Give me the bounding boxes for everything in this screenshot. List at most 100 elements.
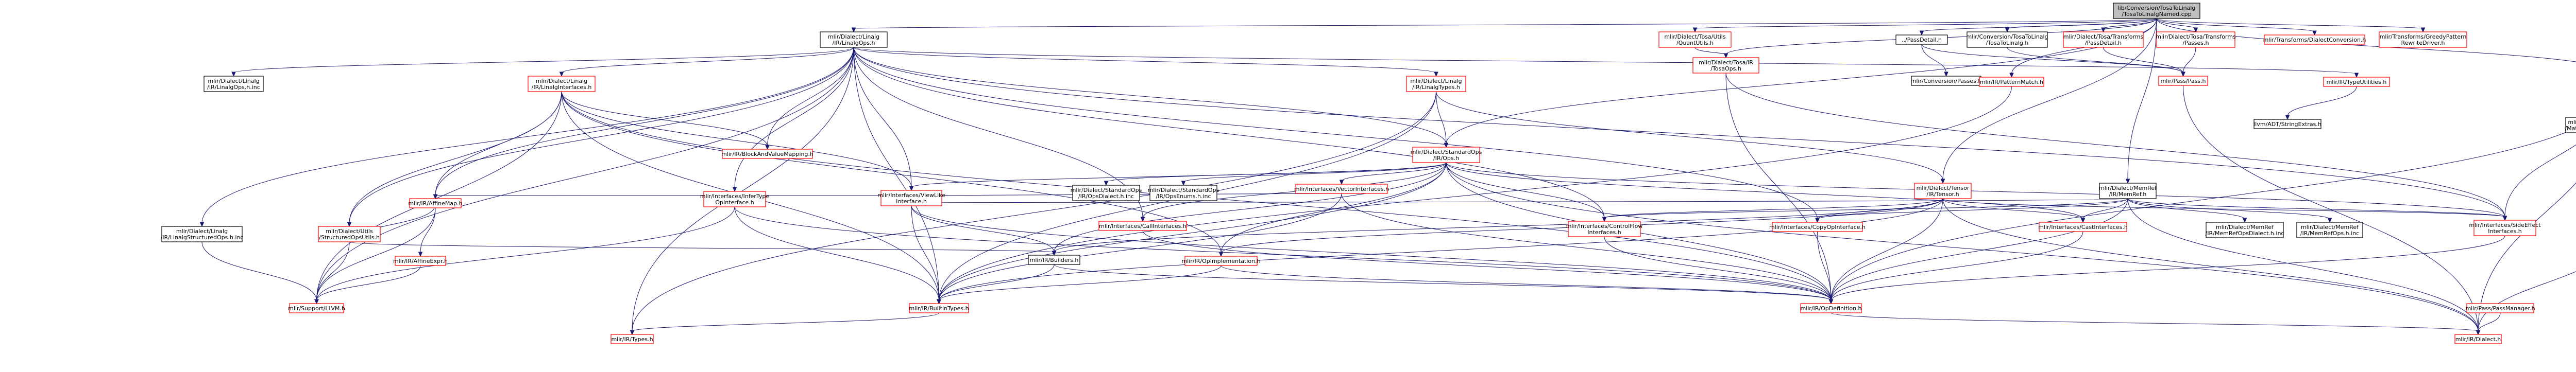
node-copyop[interactable]: mlir/Interfaces/CopyOpInterface.h [1769,222,1866,232]
edge-root-to-tosatrpassdetail [2101,18,2157,33]
node-memrefdialectinc[interactable]: mlir/Dialect/MemRef/IR/MemRefOpsDialect.… [2206,222,2284,238]
node-structutils[interactable]: mlir/Dialect/Utils/StructuredOpsUtils.h [318,226,381,242]
edge-linalgops-to-viewlike [853,47,914,191]
node-types[interactable]: mlir/IR/Types.h [611,334,654,344]
node-label: mlir/Dialect/Linalg [176,228,228,235]
node-affinemap[interactable]: mlir/IR/AffineMap.h [408,198,463,208]
node-greedy[interactable]: mlir/Transforms/GreedyPatternRewriteDriv… [2379,31,2467,48]
edge-builders-to-opdef [1054,264,1834,305]
node-label: mlir/IR/Types.h [611,336,653,343]
node-label: /IR/MemRefOpsDialect.h.inc [2206,230,2284,237]
edge-linalgops-to-stdops [853,47,1449,148]
node-label: mlir/Interfaces/VectorInterfaces.h [1294,186,1389,192]
edge-inferty-to-llvmsupport [314,206,735,305]
node-castif[interactable]: mlir/Interfaces/CastInterfaces.h [2038,222,2128,232]
node-builtintypes[interactable]: mlir/IR/BuiltinTypes.h [909,303,969,313]
edge-viewlike-to-builders [911,205,1057,256]
node-dialect[interactable]: mlir/IR/Dialect.h [2454,334,2502,344]
node-linalgtypes[interactable]: mlir/Dialect/Linalg/IR/LinalgTypes.h [1406,76,1466,92]
graph-nodes: lib/Conversion/TosaToLinalg/TosaToLinalg… [161,3,2576,344]
node-dialectconv[interactable]: mlir/Transforms/DialectConversion.h [2263,34,2366,45]
node-memrefh[interactable]: mlir/Dialect/MemRef/IR/MemRef.h [2099,183,2157,199]
edge-passdetail-to-passh [1921,44,2185,77]
edge-memrefh-to-castif [2080,198,2128,223]
node-label: mlir/Dialect/StandardOps [1071,187,1142,193]
node-affineexpr[interactable]: mlir/IR/AffineExpr.h [393,256,448,266]
edge-opdef-to-dialect [1831,312,2481,335]
node-label: mlir/Interfaces/CastInterfaces.h [2038,224,2128,231]
node-stdops[interactable]: mlir/Dialect/StandardOps/IR/Ops.h [1411,147,1482,163]
edge-sideeffect-to-opdef [1828,235,2505,305]
node-label: mlir/Interfaces/InferType [700,193,770,200]
node-label: /StructuredOpsUtils.h [319,234,380,241]
edge-stdops-to-ctrlflow [1446,162,1607,222]
node-passmanager[interactable]: mlir/Pass/PassManager.h [2465,303,2535,313]
node-stdopsdialect[interactable]: mlir/Dialect/StandardOps/IR/OpsDialect.h… [1071,185,1142,201]
edge-linalgiface-to-llvmsupport [314,91,562,305]
node-passdetail[interactable]: ../PassDetail.h [1895,34,1948,45]
node-patternmatch[interactable]: mlir/IR/PatternMatch.h [1979,77,2044,87]
node-label: /IR/OpsDialect.h.inc [1078,193,1134,200]
node-linalgiface[interactable]: mlir/Dialect/Linalg/IR/LinalgInterfaces.… [528,76,596,92]
node-tosatrpassdetail[interactable]: mlir/Dialect/Tosa/Transforms/PassDetail.… [2063,31,2144,48]
node-tosaext[interactable]: llvm/ADT/StringExtras.h [2253,119,2321,129]
node-vectoriface[interactable]: mlir/Interfaces/VectorInterfaces.h [1294,184,1389,194]
node-label: mlir/Dialect/MemRef [2216,224,2274,231]
node-linalgstruct[interactable]: mlir/Dialect/Linalg/IR/LinalgStructuredO… [161,226,244,242]
edge-callif-to-opdef [1142,230,1834,305]
edge-linalgops-to-copyop [853,47,1820,223]
node-label: mlir/IR/TypeUtilities.h [2327,79,2387,85]
node-label: mlir/Dialect/Tosa/Utils [1664,33,1725,40]
node-label: mlir/Dialect/Utils [326,228,373,235]
node-label: /IR/LinalgOps.h.inc [207,84,260,91]
edge-memrefh-to-memrefopsinc [2127,198,2332,223]
edge-structutils-to-builders [349,241,1057,256]
node-convpasses[interactable]: mlir/Conversion/Passes.h [1911,76,1982,86]
edge-tensorh-to-ctrlflow [1602,198,1943,222]
node-tensorh[interactable]: mlir/Dialect/Tensor/IR/Tensor.h [1914,183,1972,199]
node-opdef[interactable]: mlir/IR/OpDefinition.h [1800,303,1862,313]
node-tosatolinalg[interactable]: mlir/Conversion/TosaToLinalg/TosaToLinal… [1966,31,2048,48]
node-llvmsupport[interactable]: mlir/Support/LLVM.h [288,303,345,313]
node-linalgopsinc[interactable]: mlir/Dialect/Linalg/IR/LinalgOps.h.inc [204,76,264,92]
node-builders[interactable]: mlir/IR/Builders.h [1028,255,1080,265]
node-label: mlir/Pass/Pass.h [2161,78,2206,84]
node-label: mlir/IR/BlockAndValueMapping.h [721,151,814,157]
edge-linalgops-to-linalgiface [559,47,854,77]
node-passh[interactable]: mlir/Pass/Pass.h [2158,76,2208,86]
node-label: mlir/IR/OpDefinition.h [1800,305,1861,312]
node-label: RewriteDriver.h [2401,40,2445,46]
node-blockarg[interactable]: mlir/IR/BlockAndValueMapping.h [721,149,814,159]
node-label: mlir/Interfaces/SideEffect [2469,222,2541,228]
node-tosatrpasses[interactable]: mlir/Dialect/Tosa/Transforms/Passes.h [2156,31,2236,48]
edge-passdetail-to-convpasses [1921,44,1948,77]
node-memrefopsinc[interactable]: mlir/Dialect/MemRef/IR/MemRefOps.h.inc [2296,222,2363,238]
node-label: mlir/Dialect/Linalg [828,33,879,40]
edge-viewlike-to-opdef [911,205,1834,305]
node-linalgops[interactable]: mlir/Dialect/Linalg/IR/LinalgOps.h [820,31,888,48]
node-label: mlir/Dialect/Tosa/Transforms [2063,33,2144,40]
edge-linalgops-to-linalgtypes [853,47,1438,77]
edge-tosaops-to-opdef [1725,73,1834,305]
node-label: /MathOpsDialect.h.inc [2565,125,2576,132]
edge-stdops-to-viewlike [909,162,1447,191]
node-tosaops[interactable]: mlir/Dialect/Tosa/IR/TosaOps.h [1692,57,1759,74]
node-opimpl[interactable]: mlir/IR/OpImplementation.h [1181,256,1261,266]
edge-mathh-to-sideeffect [2502,144,2576,221]
node-label: /IR/LinalgTypes.h [1412,84,1460,91]
node-label: /TosaOps.h [1710,65,1741,72]
node-tosaquant[interactable]: mlir/Dialect/Tosa/Utils/QuantUtils.h [1658,31,1732,48]
node-stdopsenums[interactable]: mlir/Dialect/StandardOps/IR/OpsEnums.h.i… [1148,185,1219,201]
node-callif[interactable]: mlir/Interfaces/CallInterfaces.h [1098,221,1187,231]
edge-root-to-linalgops [851,18,2157,33]
node-label: mlir/Dialect/StandardOps [1148,187,1219,193]
node-label: mlir/Dialect/StandardOps [1411,149,1482,155]
node-label: mlir/Dialect/Math/IR [2568,119,2576,126]
node-mathopsdialect[interactable]: mlir/Dialect/Math/IR/MathOpsDialect.h.in… [2565,117,2576,133]
node-typeutils[interactable]: mlir/IR/TypeUtilities.h [2323,77,2390,87]
